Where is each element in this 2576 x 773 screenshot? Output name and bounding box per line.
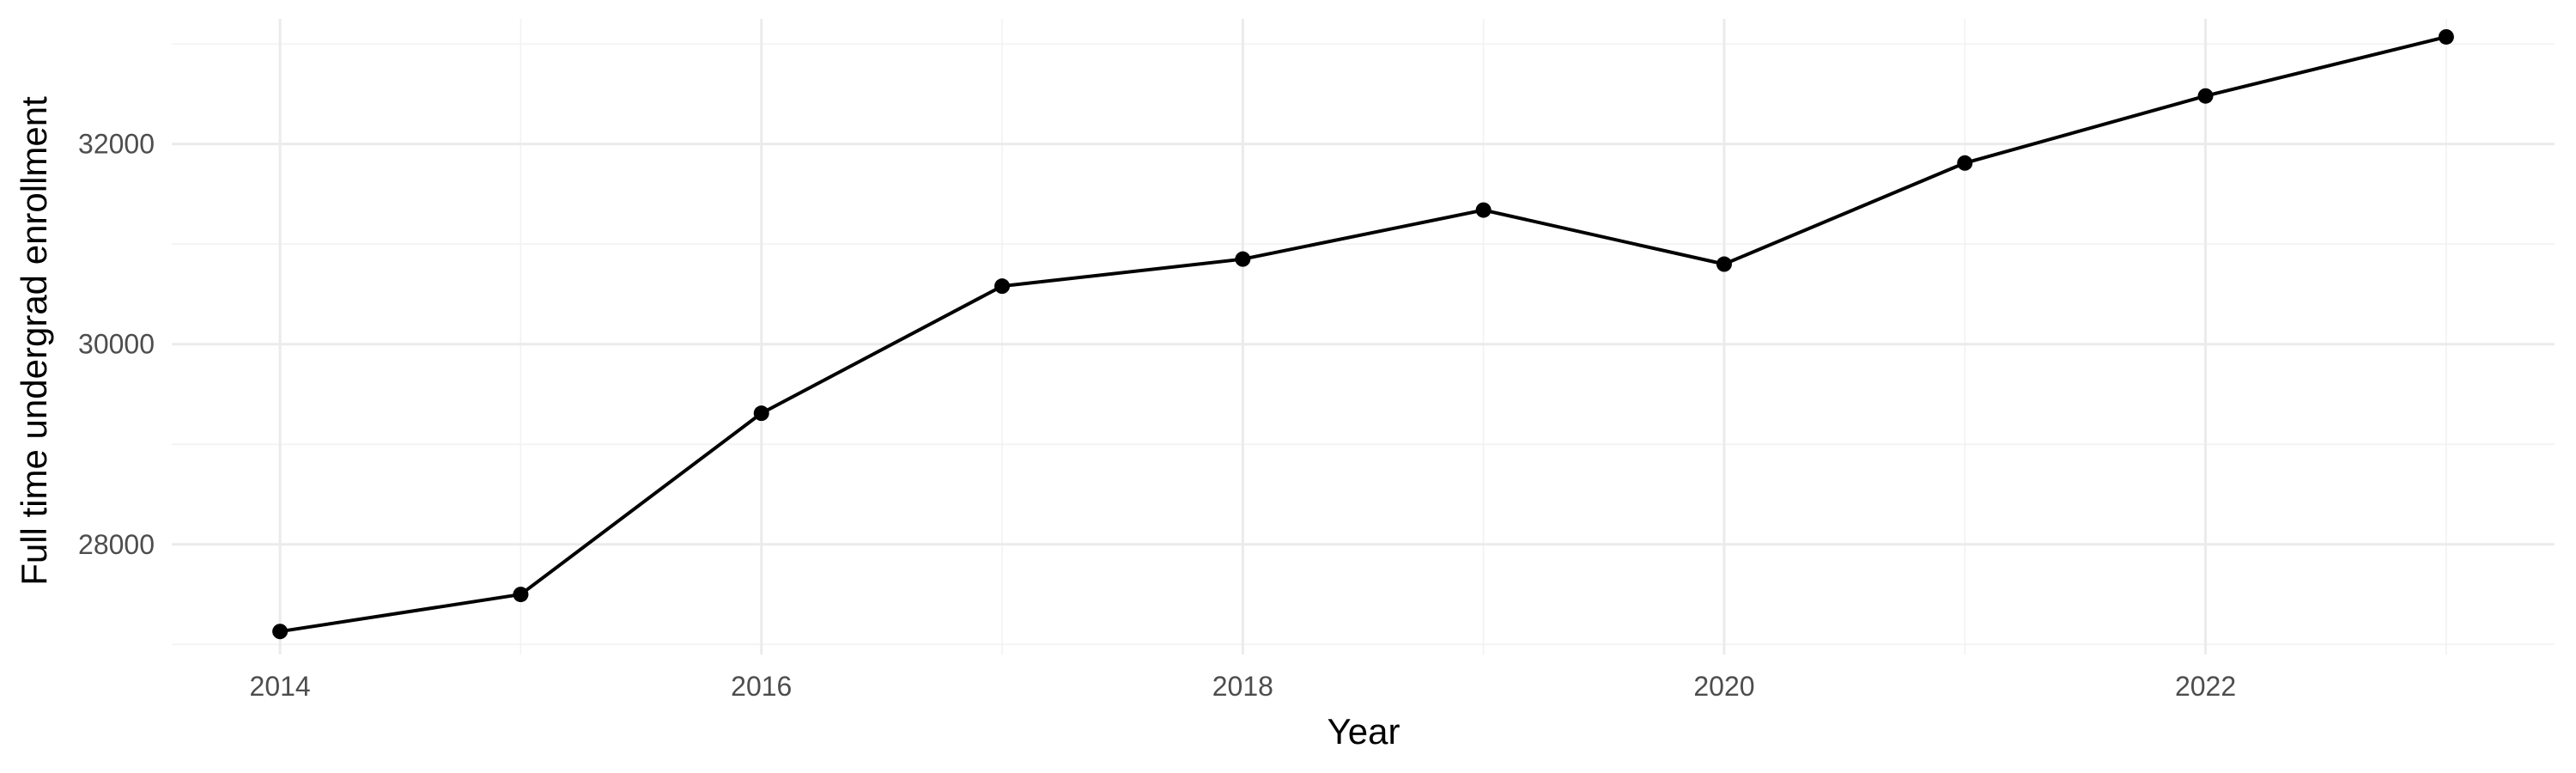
- data-point: [753, 405, 769, 422]
- x-axis-tick-labels: 2014 2016 2018 2020 2022: [250, 671, 2237, 702]
- data-point: [994, 278, 1011, 295]
- major-gridlines: [172, 19, 2555, 654]
- series-layer: [272, 28, 2454, 640]
- x-tick-label: 2014: [250, 671, 311, 702]
- y-tick-label: 32000: [78, 129, 155, 160]
- x-axis-title: Year: [1327, 711, 1400, 752]
- data-point: [272, 624, 289, 640]
- x-tick-label: 2016: [731, 671, 792, 702]
- data-point: [1957, 155, 1973, 171]
- y-axis-tick-labels: 28000 30000 32000: [78, 129, 155, 560]
- y-axis-title: Full time undergrad enrollment: [14, 96, 54, 586]
- data-point: [2197, 88, 2214, 104]
- data-point: [1716, 256, 1732, 272]
- y-tick-label: 28000: [78, 529, 155, 560]
- x-tick-label: 2020: [1693, 671, 1754, 702]
- x-tick-label: 2018: [1212, 671, 1273, 702]
- data-point: [2438, 28, 2454, 45]
- data-point: [1235, 251, 1251, 267]
- series-line: [279, 35, 2447, 634]
- y-tick-label: 30000: [78, 329, 155, 360]
- data-point: [513, 587, 529, 603]
- data-point: [1475, 202, 1492, 218]
- x-tick-label: 2022: [2175, 671, 2236, 702]
- minor-gridlines: [172, 19, 2555, 654]
